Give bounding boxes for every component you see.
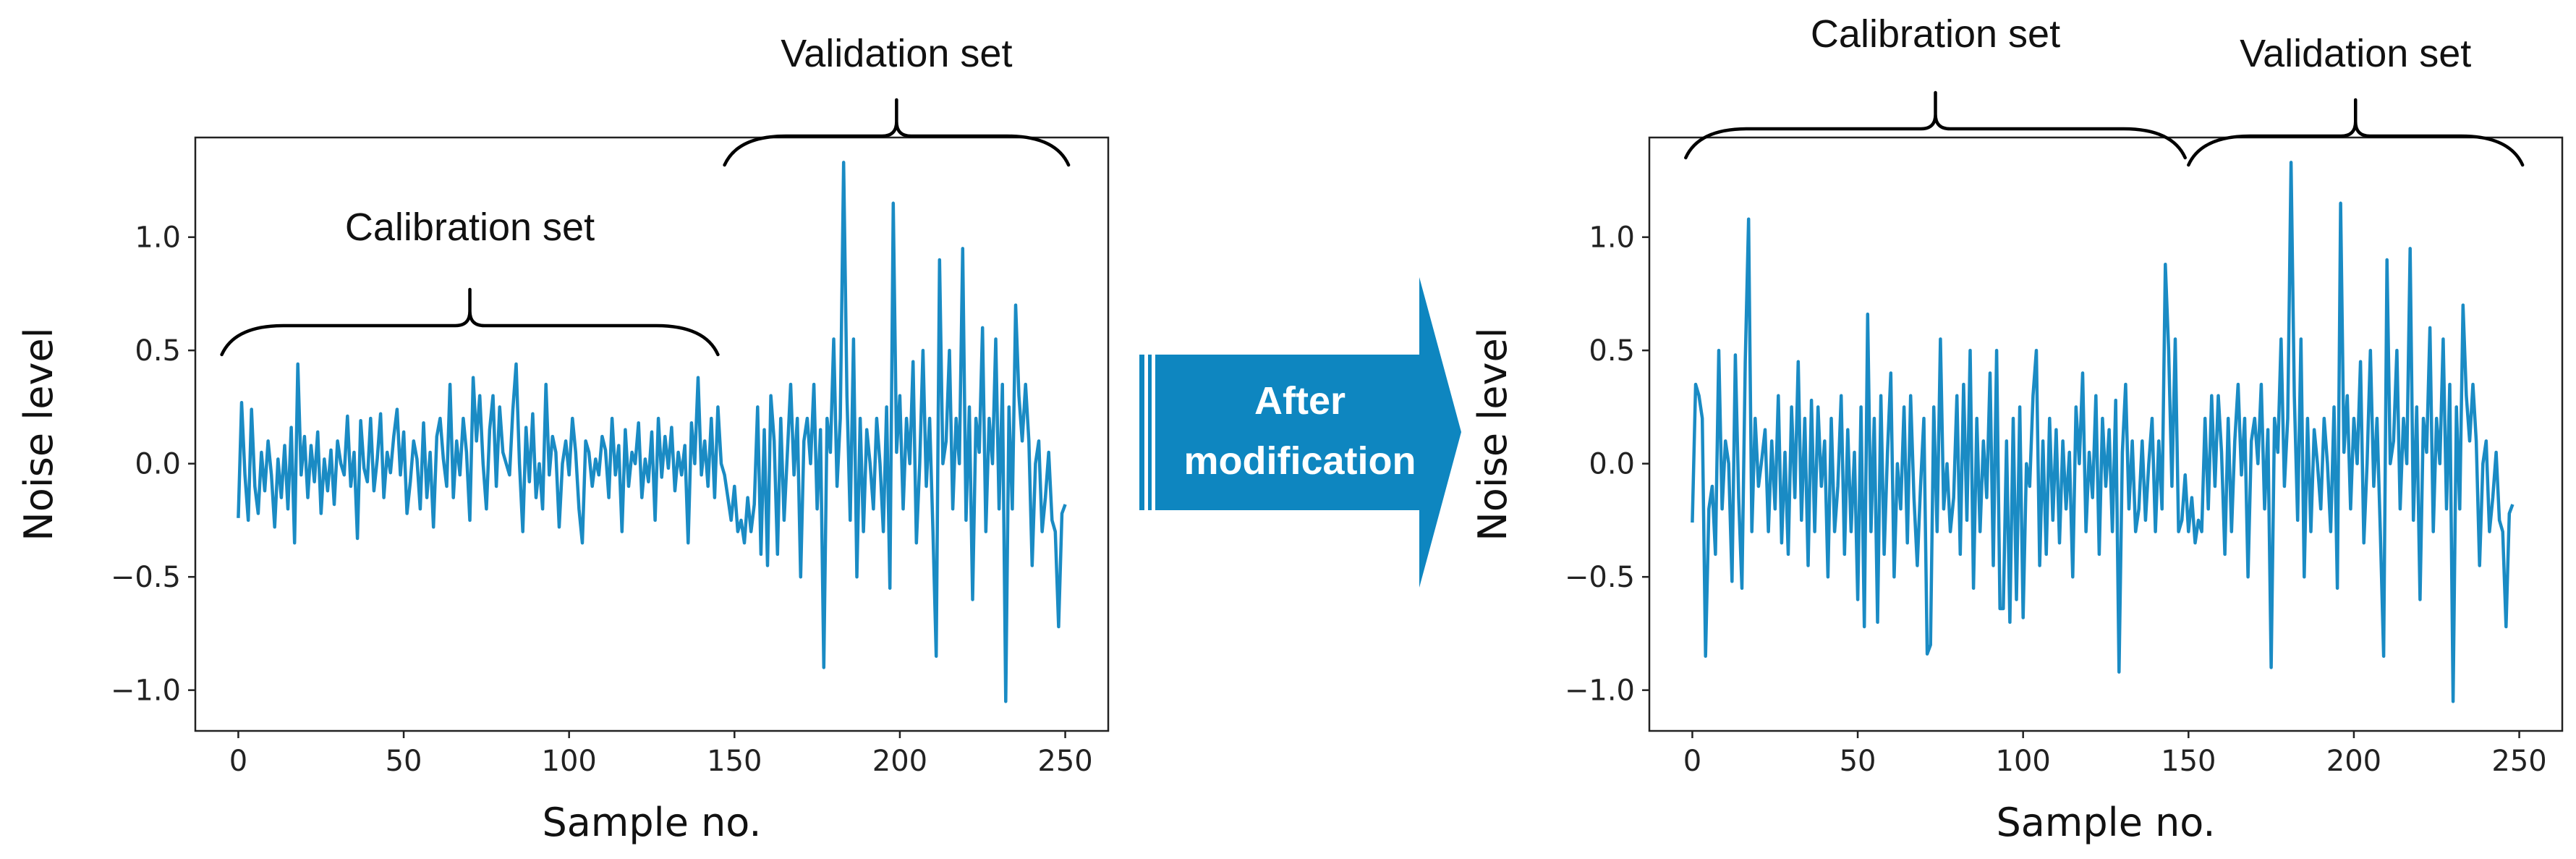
- x-axis-label-before: Sample no.: [542, 800, 761, 845]
- y-axis-label-after: Noise level: [1470, 327, 1516, 541]
- y-tick-label: 0.5: [1589, 334, 1635, 368]
- x-tick-label: 150: [2161, 745, 2216, 778]
- x-tick-label: 0: [1683, 745, 1701, 778]
- y-tick-label: 0.5: [135, 334, 181, 368]
- x-tick-label: 0: [229, 745, 247, 778]
- validation-brace-after: [2187, 98, 2525, 167]
- calibration-label-after: Calibration set: [1811, 12, 2060, 56]
- plot-frame-after: [1648, 136, 2564, 732]
- calibration-label-before: Calibration set: [345, 206, 595, 249]
- y-tick-label: −1.0: [1565, 674, 1635, 708]
- x-tick-label: 200: [872, 745, 927, 778]
- calibration-brace-after: [1684, 90, 2187, 160]
- y-tick-label: −1.0: [111, 674, 181, 708]
- calibration-brace-before: [220, 287, 720, 357]
- y-tick-label: 0.0: [1589, 448, 1635, 481]
- y-tick-label: 1.0: [135, 221, 181, 255]
- arrow-body: [1155, 277, 1461, 588]
- y-axis-label-before: Noise level: [16, 327, 61, 541]
- chart-after: 0 50 100 150 200 250 −1.0 −0.5 0.0 0.5 1.0 Sample…: [1470, 12, 2564, 845]
- x-tick-label: 50: [1840, 745, 1876, 778]
- plot-frame-before: [194, 136, 1110, 732]
- series-line-after: [1691, 161, 2515, 703]
- y-tick-label: 1.0: [1589, 221, 1635, 255]
- arrow-stripe-1: [1139, 355, 1144, 510]
- y-tick-label: 0.0: [135, 448, 181, 481]
- validation-brace-before: [723, 98, 1071, 167]
- arrow-label-line2: modification: [1184, 439, 1416, 483]
- x-ticks-before: 0 50 100 150 200 250: [229, 731, 1093, 778]
- validation-label-after: Validation set: [2240, 32, 2471, 75]
- x-tick-label: 250: [2491, 745, 2546, 778]
- series-line-before: [237, 161, 1067, 703]
- x-axis-label-after: Sample no.: [1996, 800, 2215, 845]
- chart-before: 0 50 100 150 200 250 −1.0 −0.5 0.0 0.5 1.0 Sample…: [16, 32, 1110, 845]
- arrow-stripe-2: [1148, 355, 1152, 510]
- y-tick-label: −0.5: [1565, 561, 1635, 594]
- x-tick-label: 100: [1996, 745, 2051, 778]
- after-modification-arrow: After modification: [1139, 277, 1461, 588]
- y-ticks-after: −1.0 −0.5 0.0 0.5 1.0: [1565, 221, 1649, 708]
- y-tick-label: −0.5: [111, 561, 181, 594]
- x-tick-label: 200: [2326, 745, 2381, 778]
- arrow-label-line1: After: [1254, 379, 1346, 423]
- x-tick-label: 50: [386, 745, 422, 778]
- x-tick-label: 250: [1037, 745, 1092, 778]
- x-tick-label: 150: [707, 745, 762, 778]
- x-ticks-after: 0 50 100 150 200 250: [1683, 731, 2547, 778]
- x-tick-label: 100: [542, 745, 597, 778]
- validation-label-before: Validation set: [781, 32, 1012, 75]
- y-ticks-before: −1.0 −0.5 0.0 0.5 1.0: [111, 221, 195, 708]
